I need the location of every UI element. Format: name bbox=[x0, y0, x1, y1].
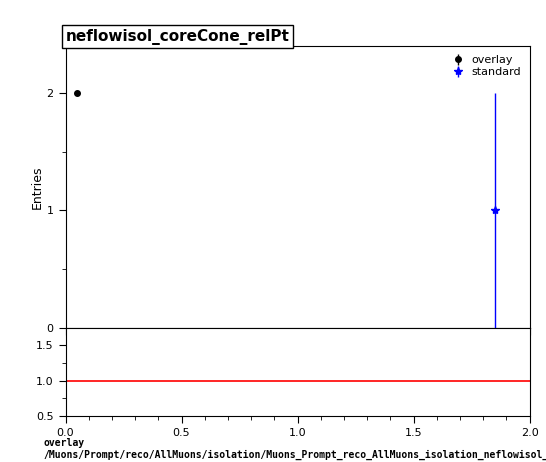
Y-axis label: Entries: Entries bbox=[31, 165, 44, 209]
Text: overlay
/Muons/Prompt/reco/AllMuons/isolation/Muons_Prompt_reco_AllMuons_isolati: overlay /Muons/Prompt/reco/AllMuons/isol… bbox=[44, 438, 546, 460]
Text: neflowisol_coreCone_relPt: neflowisol_coreCone_relPt bbox=[66, 29, 289, 45]
Legend: overlay, standard: overlay, standard bbox=[447, 52, 524, 81]
